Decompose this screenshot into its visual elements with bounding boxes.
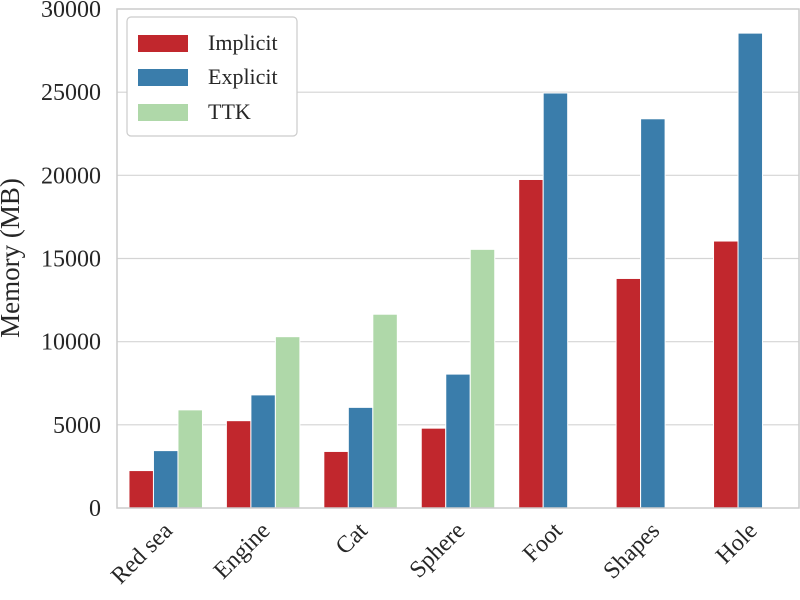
plot-frame	[116, 8, 800, 509]
bar-explicit-cat	[347, 406, 374, 509]
bar-explicit-engine	[250, 394, 276, 509]
bar-ttk-red-sea	[177, 409, 203, 509]
x-tick-label: Shapes	[599, 518, 665, 584]
bar-explicit-shapes	[640, 118, 666, 509]
y-tick-label: 10000	[41, 330, 101, 356]
y-axis-label: Memory (MB)	[0, 178, 25, 338]
y-tick-label: 30000	[41, 0, 101, 23]
bar-explicit-sphere	[445, 373, 471, 509]
bar-implicit-cat	[323, 450, 349, 509]
legend-label-explicit: Explicit	[208, 64, 278, 89]
x-tick-label: Engine	[209, 518, 275, 584]
x-tick-label: Foot	[518, 518, 568, 568]
bar-implicit-shapes	[615, 277, 642, 509]
bar-explicit-red-sea	[152, 450, 179, 509]
bar-ttk-cat	[372, 313, 398, 509]
y-tick-label: 0	[89, 496, 101, 522]
y-tick-label: 20000	[41, 163, 101, 189]
x-tick-label: Hole	[711, 518, 762, 569]
legend: Implicit Explicit TTK	[126, 16, 298, 137]
bar-explicit-foot	[542, 92, 569, 509]
y-tick-label: 15000	[41, 247, 101, 273]
bar-implicit-hole	[713, 240, 739, 509]
x-tick-label: Sphere	[405, 518, 471, 584]
legend-swatch-explicit	[138, 69, 188, 86]
y-tick-label: 25000	[41, 80, 101, 106]
y-tick-label: 5000	[53, 413, 101, 439]
legend-label-ttk: TTK	[208, 99, 251, 124]
bar-explicit-hole	[737, 32, 764, 509]
x-tick-label: Red sea	[106, 518, 178, 590]
legend-swatch-ttk	[138, 104, 188, 121]
bar-implicit-foot	[518, 178, 544, 509]
bar-ttk-sphere	[469, 248, 496, 509]
bar-implicit-engine	[225, 420, 252, 509]
y-tick-labels: 0 5000 10000 15000 20000 25000 30000	[41, 0, 101, 522]
bar-ttk-engine	[274, 336, 301, 509]
bar-implicit-red-sea	[128, 470, 154, 509]
x-tick-labels: Red sea Engine Cat Sphere Foot Shapes Hole	[106, 518, 762, 590]
legend-label-implicit: Implicit	[208, 30, 278, 55]
bars	[128, 32, 764, 509]
x-tick-label: Cat	[331, 518, 373, 560]
bar-implicit-sphere	[420, 427, 447, 509]
legend-swatch-implicit	[138, 35, 188, 52]
